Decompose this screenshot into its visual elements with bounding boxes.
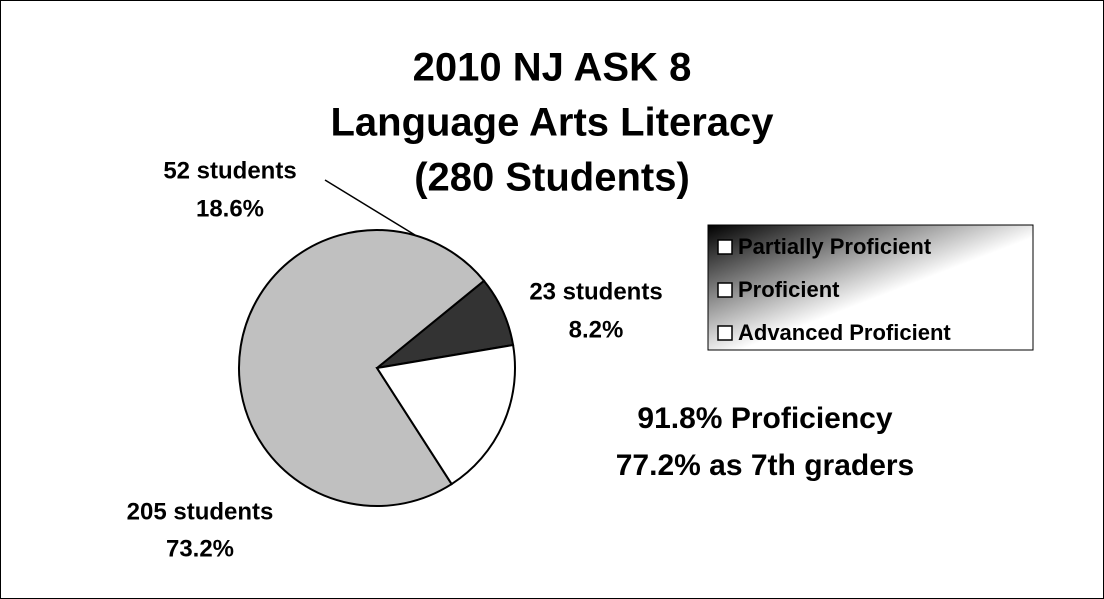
chart-title: 2010 NJ ASK 8	[413, 46, 692, 90]
data-label: 18.6%	[196, 195, 264, 222]
data-label: 73.2%	[166, 535, 234, 562]
annotation: 91.8% Proficiency	[637, 402, 892, 435]
leader-line	[324, 179, 416, 236]
legend-label: Partially Proficient	[738, 234, 932, 259]
legend-label: Proficient	[738, 277, 840, 302]
pie-slice	[238, 229, 486, 507]
data-label: 205 students	[127, 498, 274, 525]
annotation: 77.2% as 7th graders	[616, 449, 915, 482]
data-label: 8.2%	[569, 316, 624, 343]
pie-slice	[375, 343, 516, 486]
legend-swatch	[717, 325, 733, 341]
data-label: 23 students	[529, 278, 662, 305]
legend-swatch	[717, 239, 733, 255]
chart-title: Language Arts Literacy	[330, 101, 774, 145]
chart-title: (280 Students)	[414, 156, 690, 200]
legend-label: Advanced Proficient	[738, 320, 951, 345]
legend-swatch	[717, 282, 733, 298]
legend-box	[707, 224, 1034, 351]
data-label: 52 students	[163, 157, 296, 184]
